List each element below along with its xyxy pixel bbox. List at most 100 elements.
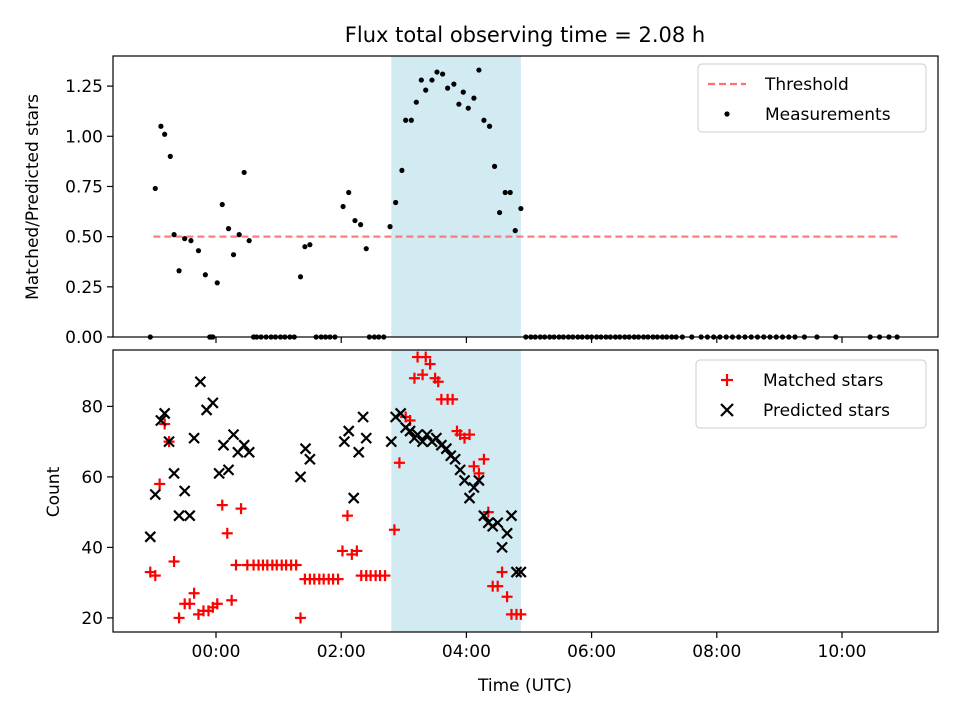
predicted-stars-point-d2 [173,509,185,522]
measurements-point [451,81,457,87]
predicted-stars-point [352,446,365,459]
predicted-stars-point-d2 [238,439,250,451]
predicted-stars-point [473,474,485,487]
measurements-point [171,232,177,238]
matched-stars-point [188,587,200,599]
measurements-point [188,238,194,244]
predicted-stars-point-d2 [463,492,476,504]
predicted-stars-point [183,509,196,522]
predicted-stars-point [173,509,185,522]
matched-stars-point [496,566,508,578]
predicted-stars-point [243,446,255,459]
predicted-stars-point-d2 [342,425,355,437]
predicted-stars-point-d2 [496,541,508,554]
measurements-point [408,117,414,123]
predicted-stars-point [188,432,200,444]
measurements-point [387,224,393,230]
matched-stars-point [173,612,185,624]
matched-stars-point [332,573,344,585]
predicted-stars-point-d2 [421,428,433,441]
measurements-point [465,105,471,111]
predicted-stars-point-d2 [155,414,167,427]
predicted-stars-point [144,531,157,543]
y-tick-label: 60 [81,468,103,488]
predicted-stars-point [338,435,351,448]
ratio-legend: Threshold Measurements [697,63,927,133]
predicted-stars-point [149,488,162,501]
measurements-point [491,163,498,169]
predicted-stars-point [468,481,480,494]
predicted-stars-point [394,407,407,420]
measurements-point [363,246,369,252]
matched-stars-point [230,559,242,571]
predicted-stars-point-d2 [473,474,485,487]
predicted-stars-point-d2 [357,411,369,423]
x-tick-label: 00:00 [192,642,241,662]
predicted-stars-point-d2 [163,435,175,448]
measurements-point [307,242,313,248]
predicted-stars-point [440,442,453,455]
predicted-stars-point-d2 [501,527,513,540]
predicted-stars-point [463,492,476,504]
predicted-stars-point-d2 [338,435,351,448]
measurements-point [297,274,304,280]
x-tick-label: 10:00 [818,642,867,662]
matched-stars-point [393,457,405,469]
matched-stars-point [336,545,348,557]
measurements-point [393,199,399,206]
predicted-stars-point [496,541,508,554]
measurements-point [496,209,503,216]
predicted-stars-point [385,435,398,448]
predicted-stars-point [449,453,461,466]
predicted-stars-point [294,471,307,483]
predicted-stars-point-d2 [394,407,407,420]
measurements-point [158,123,164,129]
count-x-axis-label: Time (UTC) [477,676,572,696]
predicted-stars-point [430,432,443,444]
matched-stars-point [221,527,233,539]
y-tick-label: 1.00 [65,127,103,147]
predicted-stars-point-d2 [183,509,196,522]
predicted-stars-point [416,435,429,448]
predicted-stars-point [217,439,230,451]
measurements-point [230,252,237,258]
measurements-point [456,101,462,107]
matched-stars-point [388,524,400,536]
observing-window-span-bottom [391,350,521,632]
y-tick-label: 0.00 [65,328,103,348]
predicted-stars-point-d2 [468,481,480,494]
matched-stars-point [379,570,391,582]
predicted-stars-point [304,453,316,466]
matched-stars-point [515,608,527,620]
ratio-y-axis-label: Matched/Predicted stars [23,94,43,300]
y-tick-label: 40 [81,538,103,558]
matched-stars-point [447,393,459,405]
predicted-stars-point-d2 [440,442,453,455]
predicted-stars-point-d2 [149,488,162,501]
predicted-stars-point-d2 [227,428,240,441]
threshold-legend-label: Threshold [764,75,849,95]
measurements-point [507,189,513,196]
predicted-stars-point-d2 [243,446,255,459]
measurements-point [346,189,352,196]
predicted-stars-point-d2 [505,509,518,522]
predicted-stars-point [194,375,207,388]
matched-stars-point [408,372,420,384]
predicted-stars-point-d2 [449,453,461,466]
predicted-stars-point-d2 [168,467,180,480]
predicted-stars-point [454,464,466,476]
measurements-point [302,244,308,250]
matched-stars-point [154,478,166,490]
measurements-point [476,67,482,73]
predicted-stars-point [178,485,191,497]
measurements-point [358,222,364,228]
predicted-stars-point [342,425,355,437]
predicted-stars-point-d2 [411,428,424,441]
ratio-plot-frame [112,55,939,338]
measurements-point [471,95,477,101]
predicted-stars-point-d2 [207,397,219,409]
y-tick-label: 0.50 [65,228,103,248]
measurements-point [403,117,409,123]
predicted-stars-point [207,397,219,409]
